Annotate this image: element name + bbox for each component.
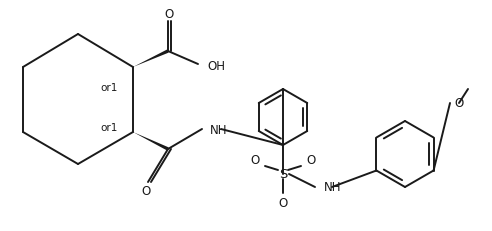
Text: NH: NH (324, 181, 341, 194)
Text: NH: NH (210, 123, 227, 136)
Text: O: O (250, 154, 260, 167)
Text: O: O (454, 97, 463, 110)
Text: O: O (278, 197, 288, 210)
Polygon shape (133, 50, 169, 68)
Text: O: O (307, 154, 316, 167)
Text: OH: OH (207, 60, 225, 73)
Text: or1: or1 (100, 122, 118, 132)
Text: O: O (164, 7, 174, 20)
Text: O: O (141, 185, 151, 198)
Text: S: S (279, 168, 287, 181)
Text: or1: or1 (100, 83, 118, 93)
Polygon shape (133, 132, 169, 151)
